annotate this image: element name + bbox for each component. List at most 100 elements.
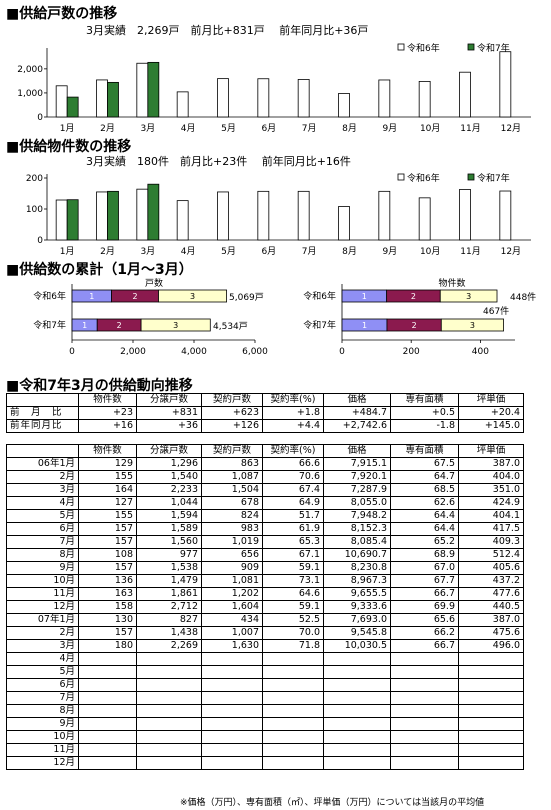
- table-cell: 66.2: [390, 626, 459, 640]
- row-label: 11月: [6, 743, 79, 757]
- table-cell: +36: [136, 419, 202, 433]
- segment-label: 1: [82, 321, 87, 330]
- table-cell: [390, 665, 459, 679]
- comparison-row: 前 月 比 +23 +831 +623 +1.8 +484.7 +0.5 +20.4: [6, 406, 524, 420]
- table-cell: [78, 678, 137, 692]
- table-cell: 71.8: [262, 639, 324, 653]
- table-cell: [323, 678, 391, 692]
- table-cell: 157: [78, 535, 137, 549]
- total-label: 448件: [510, 291, 536, 303]
- table-row: 9月: [6, 717, 524, 731]
- table-cell: 157: [78, 561, 137, 575]
- table-cell: 65.2: [390, 535, 459, 549]
- table-cell: 163: [78, 587, 137, 601]
- legend-label: 令和7年: [477, 42, 510, 54]
- table-cell: [262, 665, 324, 679]
- table-cell: 52.5: [262, 613, 324, 627]
- table-cell: 7,287.9: [323, 483, 391, 497]
- total-label: 5,069戸: [229, 292, 264, 303]
- table-cell: 67.5: [390, 457, 459, 471]
- x-tick-label: 2,000: [120, 347, 146, 357]
- table-row: 10月: [6, 730, 524, 744]
- bar: [66, 96, 79, 118]
- table-cell: [458, 743, 524, 757]
- chart-title: 戸数: [145, 277, 163, 289]
- table-cell: [136, 743, 202, 757]
- units-summary: 3月実績 2,269戸 前月比+831戸 前年同月比+36戸: [86, 24, 369, 37]
- table-cell: 477.6: [458, 587, 524, 601]
- table-row: 3月 164 2,233 1,504 67.4 7,287.9 68.5 351.0: [6, 483, 524, 497]
- x-tick-label: 0: [339, 347, 345, 357]
- bar: [499, 51, 512, 118]
- category-label: 令和6年: [33, 290, 66, 302]
- table-cell: [262, 730, 324, 744]
- table-cell: 351.0: [458, 483, 524, 497]
- table-cell: [136, 652, 202, 666]
- bar: [176, 91, 189, 118]
- y-tick-label: 2,000: [17, 65, 43, 75]
- table-row: 4月: [6, 652, 524, 666]
- row-label: 8月: [6, 704, 79, 718]
- comparison-table: 物件数 分譲戸数 契約戸数 契約率(%) 価格 専有面積 坪単価 前 月 比 +23 +831 +…: [6, 393, 524, 433]
- table-cell: 64.9: [262, 496, 324, 510]
- table-cell: 1,438: [136, 626, 202, 640]
- table-row: 8月 108 977 656 67.1 10,690.7 68.9 512.4: [6, 548, 524, 562]
- y-tick-label: 1,000: [17, 89, 43, 99]
- row-label: 前 月 比: [6, 406, 79, 420]
- table-cell: 387.0: [458, 457, 524, 471]
- table-cell: [323, 730, 391, 744]
- table-cell: [458, 730, 524, 744]
- x-tick-label: 11月: [460, 246, 480, 257]
- row-label: 12月: [6, 756, 79, 770]
- x-tick-label: 5月: [221, 123, 236, 134]
- table-cell: [136, 678, 202, 692]
- row-label: 4月: [6, 652, 79, 666]
- table-cell: 10,690.7: [323, 548, 391, 562]
- table-cell: +4.4: [262, 419, 324, 433]
- row-label: 3月: [6, 483, 79, 497]
- table-cell: 7,693.0: [323, 613, 391, 627]
- stack-segment: [439, 289, 498, 303]
- row-label: 9月: [6, 561, 79, 575]
- category-label: 令和6年: [303, 290, 336, 302]
- table-cell: 64.4: [390, 509, 459, 523]
- x-tick-label: 7月: [302, 123, 317, 134]
- table-cell: 59.1: [262, 561, 324, 575]
- table-cell: [78, 756, 137, 770]
- table-cell: 68.9: [390, 548, 459, 562]
- column-header: 分譲戸数: [136, 393, 202, 407]
- bar: [378, 190, 391, 241]
- table-cell: 158: [78, 600, 137, 614]
- y-tick-label: 200: [26, 174, 43, 184]
- segment-label: 1: [89, 292, 94, 301]
- row-label: 6月: [6, 522, 79, 536]
- column-header: 専有面積: [390, 393, 459, 407]
- table-cell: [390, 717, 459, 731]
- chart-title: 物件数: [438, 277, 465, 289]
- table-row: 12月: [6, 756, 524, 770]
- table-cell: 1,044: [136, 496, 202, 510]
- bar: [459, 189, 471, 241]
- x-tick-label: 3月: [140, 123, 155, 134]
- table-cell: 129: [78, 457, 137, 471]
- x-tick-label: 0: [69, 347, 75, 357]
- column-header: 契約戸数: [201, 444, 263, 458]
- row-label: 10月: [6, 730, 79, 744]
- section-title-cumulative: ■供給数の累計（1月～3月）: [6, 262, 193, 278]
- table-cell: [458, 678, 524, 692]
- row-label: 9月: [6, 717, 79, 731]
- table-cell: 2,712: [136, 600, 202, 614]
- table-cell: -1.8: [390, 419, 459, 433]
- table-cell: 8,055.0: [323, 496, 391, 510]
- table-cell: 983: [201, 522, 263, 536]
- x-tick-label: 6月: [261, 123, 276, 134]
- table-cell: [262, 652, 324, 666]
- table-row: 9月 157 1,538 909 59.1 8,230.8 67.0 405.6: [6, 561, 524, 575]
- table-cell: [78, 743, 137, 757]
- bar: [297, 190, 310, 241]
- category-label: 令和7年: [33, 319, 66, 331]
- bar: [147, 61, 160, 118]
- table-row: 5月 155 1,594 824 51.7 7,948.2 64.4 404.1: [6, 509, 524, 523]
- table-cell: [201, 756, 263, 770]
